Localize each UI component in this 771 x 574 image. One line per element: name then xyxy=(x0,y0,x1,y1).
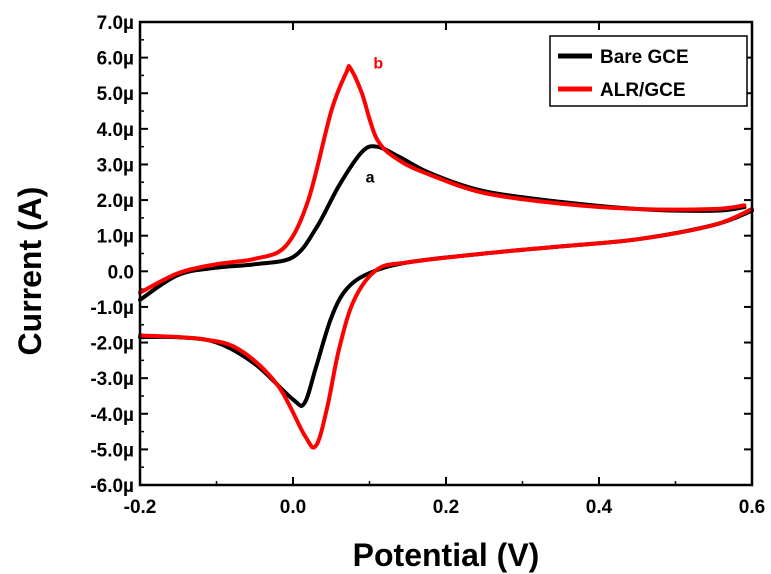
y-tick-label: -1.0µ xyxy=(90,298,134,319)
y-tick-label: -3.0µ xyxy=(90,369,134,390)
y-tick-label: 1.0µ xyxy=(97,227,134,248)
series-line-bare-gce-forward xyxy=(138,144,747,302)
legend-label-alr-gce: ALR/GCE xyxy=(600,80,686,101)
y-tick-label: 2.0µ xyxy=(97,191,134,212)
series-line-bare-gce-reverse xyxy=(138,208,754,408)
y-tick-label: 4.0µ xyxy=(97,120,134,141)
legend-box xyxy=(549,35,748,107)
peak-annotations: ab xyxy=(366,55,384,186)
y-tick-label: 5.0µ xyxy=(97,84,134,105)
legend: Bare GCE ALR/GCE xyxy=(549,35,748,107)
y-tick-label: -2.0µ xyxy=(90,334,134,355)
x-tick-label: 0.6 xyxy=(739,497,765,518)
legend-label-bare-gce: Bare GCE xyxy=(600,47,689,68)
y-tick-label: 3.0µ xyxy=(97,155,134,176)
x-tick-label: -0.2 xyxy=(124,497,157,518)
series-lines xyxy=(138,63,754,450)
series-line-alr-gce-reverse xyxy=(138,207,754,450)
y-tick-label: 7.0µ xyxy=(97,13,134,34)
x-axis-title: Potential (V) xyxy=(353,537,540,573)
peak-label-b: b xyxy=(373,55,383,72)
peak-label-a: a xyxy=(366,169,375,186)
y-axis-title: Current (A) xyxy=(12,187,48,356)
y-tick-label: 0.0 xyxy=(108,262,134,283)
y-axis: -6.0µ -5.0µ -4.0µ -3.0µ -2.0µ -1.0µ 0.0 1.0µ 2.0… xyxy=(90,13,752,497)
x-tick-label: 0.0 xyxy=(280,497,306,518)
plot-frame xyxy=(138,20,754,487)
x-tick-label: 0.2 xyxy=(433,497,459,518)
y-tick-label: -5.0µ xyxy=(90,440,134,461)
y-tick-label: -4.0µ xyxy=(90,405,134,426)
series-line-alr-gce-forward xyxy=(138,63,747,295)
x-tick-label: 0.4 xyxy=(586,497,613,518)
y-tick-label: -6.0µ xyxy=(90,476,134,497)
y-tick-label: 6.0µ xyxy=(97,49,134,70)
